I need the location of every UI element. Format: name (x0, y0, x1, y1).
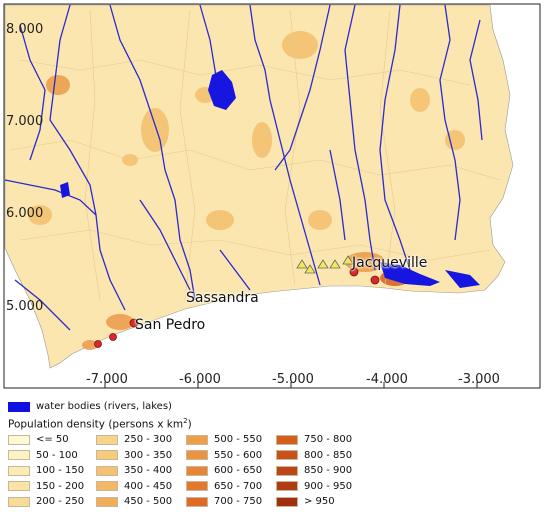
triangle-markers (296, 255, 354, 274)
x-tick-label: -4.000 (366, 372, 408, 387)
legend-density-item: 250 - 300 (96, 434, 172, 445)
lakes (60, 70, 480, 288)
density-swatch (8, 434, 30, 445)
density-swatch (276, 465, 298, 476)
legend-density-item: 400 - 450 (96, 481, 172, 492)
legend-density-item: 200 - 250 (8, 496, 84, 507)
density-swatch (276, 481, 298, 491)
legend-density-item: 900 - 950 (276, 481, 352, 492)
legend-density-item: 700 - 750 (186, 496, 262, 507)
density-class-label: 450 - 500 (124, 496, 173, 507)
density-swatch (186, 496, 208, 507)
x-tick-label: -3.000 (458, 372, 500, 387)
density-class-label: 550 - 600 (214, 449, 263, 461)
density-swatch (96, 434, 118, 445)
density-swatch (276, 496, 298, 507)
density-class-label: 100 - 150 (36, 465, 85, 476)
density-swatch (8, 450, 30, 460)
density-class-label: 750 - 800 (304, 434, 353, 445)
density-class-label: 350 - 400 (124, 465, 173, 476)
density-class-label: 600 - 650 (214, 465, 263, 476)
circle-markers (94, 267, 380, 348)
axis-ticks (104, 382, 478, 388)
density-swatch (8, 465, 30, 476)
density-class-label: 700 - 750 (214, 496, 263, 507)
legend-density-item: 350 - 400 (96, 465, 172, 476)
density-swatch (96, 481, 118, 491)
legend-density-item: <= 50 (8, 434, 69, 445)
legend-density-title: Population density (persons x km2) (8, 417, 192, 431)
y-tick-label: 8.000 (6, 22, 44, 37)
density-swatch (186, 450, 208, 460)
legend-density-item: 650 - 700 (186, 481, 262, 492)
legend-density-item: > 950 (276, 496, 335, 507)
x-tick-label: -5.000 (272, 372, 314, 387)
density-swatch (96, 450, 118, 460)
legend-density-item: 550 - 600 (186, 450, 262, 461)
density-class-label: > 950 (304, 496, 335, 507)
density-class-label: 200 - 250 (36, 496, 85, 507)
y-tick-label: 7.000 (6, 114, 44, 129)
density-swatch (186, 434, 208, 445)
legend-density-item: 50 - 100 (8, 450, 78, 461)
density-class-label: 900 - 950 (304, 480, 353, 492)
density-class-label: 400 - 450 (124, 480, 173, 492)
density-swatch (276, 450, 298, 460)
population-density-map (3, 3, 541, 389)
density-swatch (186, 481, 208, 491)
density-class-label: 800 - 850 (304, 449, 353, 461)
legend-density-item: 300 - 350 (96, 450, 172, 461)
density-class-label: 50 - 100 (36, 449, 78, 461)
legend-density-item: 450 - 500 (96, 496, 172, 507)
density-class-label: 650 - 700 (214, 480, 263, 492)
x-tick-label: -7.000 (86, 372, 128, 387)
map-legend: water bodies (rivers, lakes) Population … (0, 397, 550, 512)
density-class-label: 150 - 200 (36, 480, 85, 492)
density-swatch (96, 465, 118, 476)
legend-density-item: 850 - 900 (276, 465, 352, 476)
density-swatch (186, 465, 208, 476)
legend-density-item: 150 - 200 (8, 481, 84, 492)
y-tick-label: 6.000 (6, 206, 44, 221)
legend-water-label: water bodies (rivers, lakes) (36, 401, 172, 412)
legend-density-item: 750 - 800 (276, 434, 352, 445)
place-label-sassandra: Sassandra (186, 290, 259, 306)
density-swatch (96, 496, 118, 507)
density-swatch (8, 481, 30, 491)
place-label-jacqueville: Jacqueville (352, 255, 428, 271)
water-swatch (8, 401, 30, 412)
density-class-label: 850 - 900 (304, 465, 353, 476)
legend-density-item: 600 - 650 (186, 465, 262, 476)
rivers (4, 4, 483, 331)
density-class-label: 500 - 550 (214, 434, 263, 445)
x-tick-label: -6.000 (179, 372, 221, 387)
density-swatch (276, 434, 298, 445)
legend-density-item: 500 - 550 (186, 434, 262, 445)
density-class-label: <= 50 (36, 434, 69, 445)
density-swatch (8, 496, 30, 507)
legend-density-item: 100 - 150 (8, 465, 84, 476)
admin-boundaries (9, 9, 501, 301)
place-label-san-pedro: San Pedro (135, 317, 206, 333)
y-tick-label: 5.000 (6, 299, 44, 314)
legend-density-item: 800 - 850 (276, 450, 352, 461)
density-class-label: 300 - 350 (124, 449, 173, 461)
density-class-label: 250 - 300 (124, 434, 173, 445)
legend-water-bodies: water bodies (rivers, lakes) (8, 401, 172, 412)
